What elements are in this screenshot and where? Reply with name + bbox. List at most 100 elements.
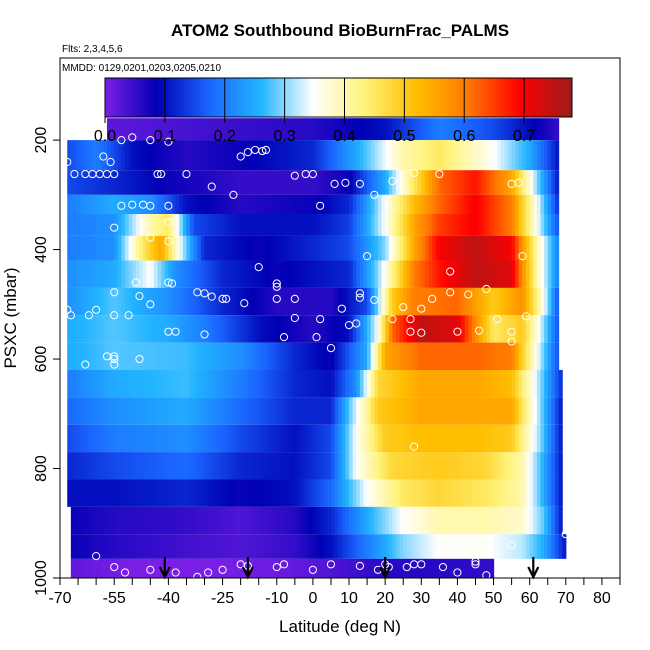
sample-point (135, 292, 144, 301)
heatmap-cell (312, 260, 318, 288)
heatmap-cell (132, 260, 137, 288)
sample-point (453, 327, 462, 336)
heatmap-cell (153, 260, 159, 288)
heatmap-cell (193, 214, 198, 236)
heatmap-cell (70, 140, 76, 171)
heatmap-cell (157, 170, 162, 195)
heatmap-cell (518, 397, 524, 425)
heatmap-cell (146, 140, 151, 171)
heatmap-cell (106, 342, 112, 370)
heatmap-cell (269, 315, 274, 343)
heatmap-cell (540, 235, 545, 261)
heatmap-cell (179, 424, 184, 453)
heatmap-cell (244, 397, 249, 425)
heatmap-cell (135, 140, 141, 171)
heatmap-cell (70, 214, 76, 236)
heatmap-cell (406, 479, 412, 507)
heatmap-cell (381, 140, 386, 171)
heatmap-cell (139, 506, 144, 535)
heatmap-cell (117, 287, 123, 316)
heatmap-cell (406, 140, 412, 171)
heatmap-cell (359, 558, 365, 578)
heatmap-cell (78, 479, 83, 507)
heatmap-cell (327, 170, 332, 195)
heatmap-cell (424, 506, 430, 535)
heatmap-cell (150, 260, 155, 288)
heatmap-cell (349, 194, 354, 214)
sample-point (507, 337, 516, 346)
heatmap-cell (410, 214, 415, 236)
heatmap-cell (117, 342, 123, 370)
heatmap-cell (312, 424, 318, 453)
heatmap-cell (229, 118, 235, 141)
heatmap-cell (287, 260, 292, 288)
heatmap-cell (164, 452, 169, 480)
heatmap-cell (128, 342, 133, 370)
heatmap-cell (244, 370, 249, 398)
heatmap-cell (403, 534, 408, 559)
heatmap-cell (96, 235, 101, 261)
heatmap-cell (338, 558, 343, 578)
heatmap-cell (164, 370, 169, 398)
heatmap-cell (78, 370, 83, 398)
heatmap-cell (497, 170, 502, 195)
heatmap-cell (511, 260, 516, 288)
heatmap-cell (240, 194, 245, 214)
heatmap-cell (399, 452, 404, 480)
heatmap-cell (349, 479, 354, 507)
heatmap-cell (110, 235, 115, 261)
heatmap-cell (529, 506, 534, 535)
heatmap-cell (461, 140, 466, 171)
heatmap-cell (327, 558, 332, 578)
heatmap-cell (237, 534, 242, 559)
heatmap-cell (428, 397, 433, 425)
heatmap-cell (211, 170, 216, 195)
heatmap-cell (164, 260, 169, 288)
heatmap-cell (349, 214, 354, 236)
sample-point (146, 565, 155, 574)
heatmap-cell (446, 315, 451, 343)
heatmap-cell (529, 287, 534, 316)
heatmap-cell (197, 558, 202, 578)
heatmap-cell (439, 342, 444, 370)
heatmap-cell (92, 140, 97, 171)
sample-point (272, 294, 281, 303)
heatmap-cell (269, 235, 274, 261)
heatmap-cell (461, 214, 466, 236)
heatmap-cell (428, 342, 433, 370)
heatmap-cell (442, 315, 448, 343)
heatmap-cell (168, 170, 173, 195)
heatmap-cell (81, 558, 86, 578)
heatmap-cell (218, 452, 224, 480)
heatmap-cell (464, 452, 469, 480)
heatmap-cell (121, 194, 126, 214)
heatmap-cell (547, 424, 552, 453)
heatmap-cell (172, 479, 177, 507)
heatmap-cell (345, 140, 350, 171)
sample-point (326, 344, 336, 353)
heatmap-cell (99, 170, 104, 195)
heatmap-cell (190, 287, 195, 316)
heatmap-cell (421, 452, 426, 480)
heatmap-cell (81, 479, 86, 507)
heatmap-cell (78, 424, 83, 453)
heatmap-cell (186, 506, 191, 535)
heatmap-cell (132, 452, 137, 480)
heatmap-cell (526, 370, 531, 398)
heatmap-cell (88, 140, 94, 171)
colorbar-tick-label: 0.4 (333, 128, 355, 145)
heatmap-cell (70, 452, 76, 480)
heatmap-cell (489, 260, 495, 288)
heatmap-cell (403, 118, 408, 141)
heatmap-cell (226, 140, 231, 171)
heatmap-cell (106, 235, 112, 261)
heatmap-cell (233, 397, 238, 425)
heatmap-cell (146, 287, 151, 316)
heatmap-cell (439, 558, 444, 578)
heatmap-cell (518, 424, 524, 453)
heatmap-cell (146, 118, 151, 141)
heatmap-cell (139, 397, 144, 425)
heatmap-cell (359, 370, 365, 398)
sample-point (218, 294, 227, 303)
heatmap-cell (489, 452, 495, 480)
